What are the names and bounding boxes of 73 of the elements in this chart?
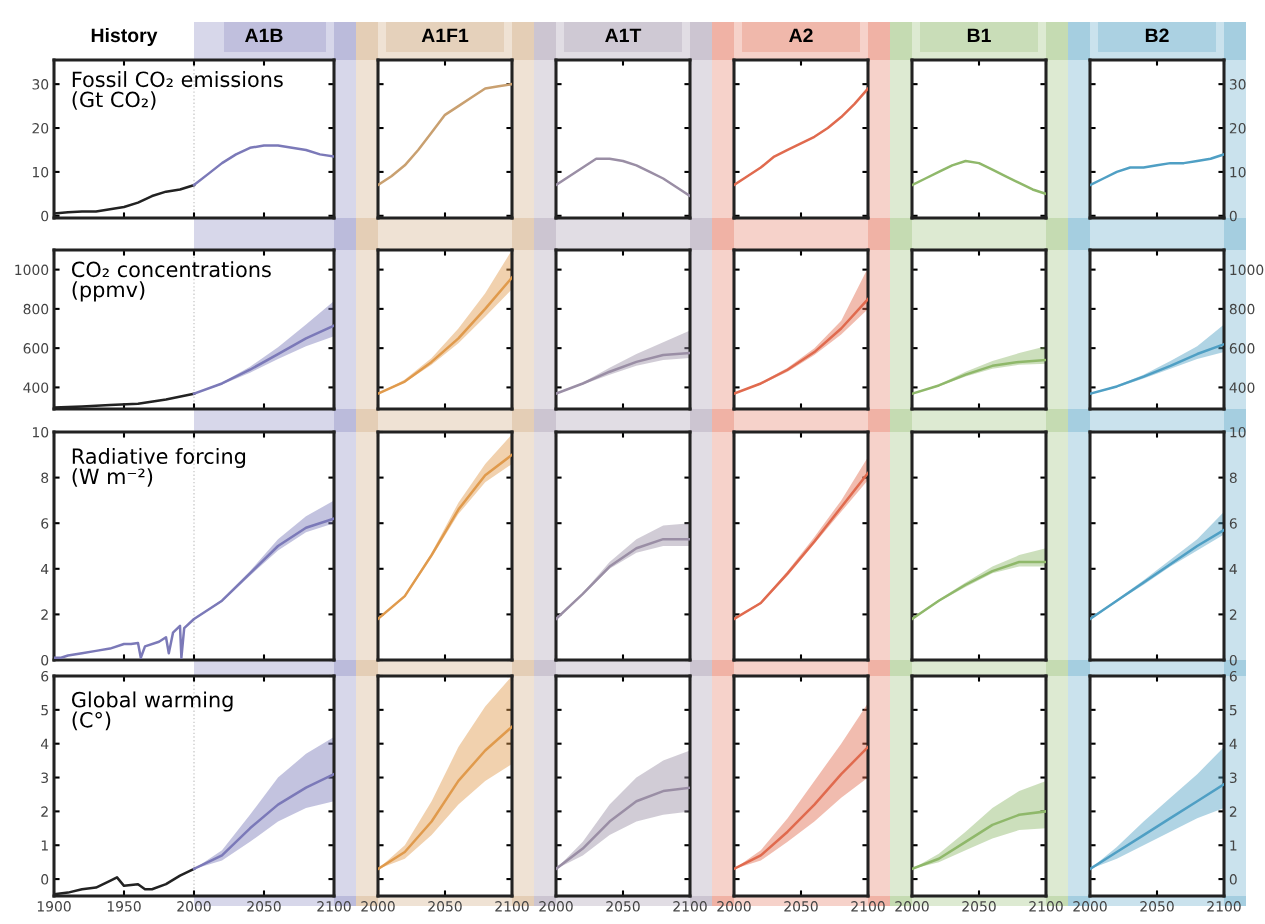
y-tick-label: 1 [1230, 840, 1237, 851]
y-tick-label: 0 [41, 210, 49, 222]
y-tick-label: 6 [41, 518, 49, 529]
x-tick-label: 2100 [851, 901, 885, 912]
annotation: CO₂ concentrations (ppmv) [71, 261, 271, 302]
x-tick-label: 2000 [717, 901, 751, 912]
annotation: Global warming (C°) [71, 691, 233, 731]
y-tick-label: 4 [40, 563, 49, 575]
annotation: Fossil CO₂ emissions (Gt CO₂) [72, 71, 283, 110]
y-tick-label: 0 [41, 654, 49, 666]
x-tick-label: 2100 [1207, 901, 1241, 912]
y-tick-label: 5 [41, 705, 48, 716]
y-tick-label: 6 [1229, 670, 1237, 682]
x-tick-label: 2000 [895, 901, 929, 912]
y-tick-label: 20 [32, 123, 49, 134]
y-tick-label: 4 [40, 738, 49, 749]
y-tick-label: 800 [1229, 303, 1255, 315]
y-tick-label: 2 [1229, 806, 1237, 817]
y-tick-label: 600 [23, 343, 49, 354]
y-tick-label: 0 [1229, 210, 1237, 222]
y-tick-label: 6 [1229, 518, 1237, 529]
x-tick-label: 2100 [1029, 901, 1063, 912]
x-tick-label: 2050 [606, 901, 640, 912]
x-tick-label: 1950 [107, 901, 141, 912]
y-tick-label: 8 [1229, 472, 1237, 484]
y-tick-label: 10 [32, 426, 49, 438]
y-tick-label: 4 [1229, 738, 1237, 749]
x-tick-label: 2000 [539, 901, 573, 912]
y-tick-label: 1000 [15, 264, 49, 276]
x-tick-label: 2100 [495, 901, 529, 912]
y-tick-label: 1000 [1230, 264, 1264, 276]
chart-title: B2 [1145, 28, 1169, 43]
x-tick-label: 2050 [962, 901, 996, 912]
x-tick-label: 2000 [1073, 901, 1107, 912]
y-tick-label: 30 [32, 79, 49, 90]
y-tick-label: 0 [1229, 654, 1237, 666]
chart-title: A1T [605, 28, 642, 43]
y-tick-label: 0 [41, 874, 49, 885]
x-tick-label: 2100 [317, 901, 351, 912]
y-tick-label: 5 [1229, 705, 1237, 716]
y-tick-label: 8 [41, 472, 49, 484]
x-tick-label: 1900 [37, 901, 71, 912]
y-tick-label: 1 [41, 840, 48, 851]
annotation: Radiative forcing (W m⁻²) [72, 447, 246, 487]
y-tick-label: 400 [1229, 382, 1255, 393]
y-tick-label: 400 [23, 382, 49, 393]
y-tick-label: 30 [1229, 79, 1246, 90]
y-tick-label: 2 [41, 609, 48, 620]
y-tick-label: 10 [1230, 166, 1246, 178]
y-tick-label: 3 [41, 772, 49, 784]
y-tick-label: 10 [32, 166, 49, 178]
chart-title: A2 [789, 28, 813, 43]
y-tick-label: 600 [1229, 343, 1255, 354]
x-tick-label: 2050 [428, 901, 462, 912]
y-tick-label: 800 [23, 303, 49, 315]
chart-title: History [91, 27, 158, 47]
y-tick-label: 0 [1229, 874, 1237, 885]
chart-title: A1F1 [421, 28, 469, 43]
x-tick-label: 2100 [673, 901, 707, 912]
y-tick-label: 3 [1229, 772, 1237, 784]
x-tick-label: 2050 [784, 901, 818, 912]
x-tick-label: 2050 [1140, 901, 1174, 912]
x-tick-label: 2000 [177, 901, 211, 912]
chart-subtitle: A1B [245, 28, 283, 43]
x-tick-label: 2000 [361, 901, 395, 912]
x-tick-label: 2050 [247, 901, 281, 912]
chart-title: B1 [967, 28, 991, 43]
y-tick-label: 2 [1229, 609, 1237, 620]
y-tick-label: 6 [41, 670, 49, 682]
y-tick-label: 10 [1230, 426, 1246, 438]
y-tick-label: 2 [41, 806, 48, 817]
y-tick-label: 20 [1229, 123, 1246, 134]
y-tick-label: 4 [1229, 563, 1237, 575]
